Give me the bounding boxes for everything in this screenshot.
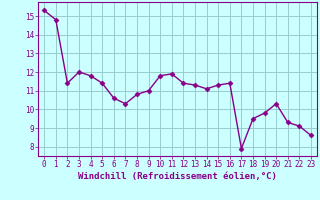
X-axis label: Windchill (Refroidissement éolien,°C): Windchill (Refroidissement éolien,°C): [78, 172, 277, 181]
